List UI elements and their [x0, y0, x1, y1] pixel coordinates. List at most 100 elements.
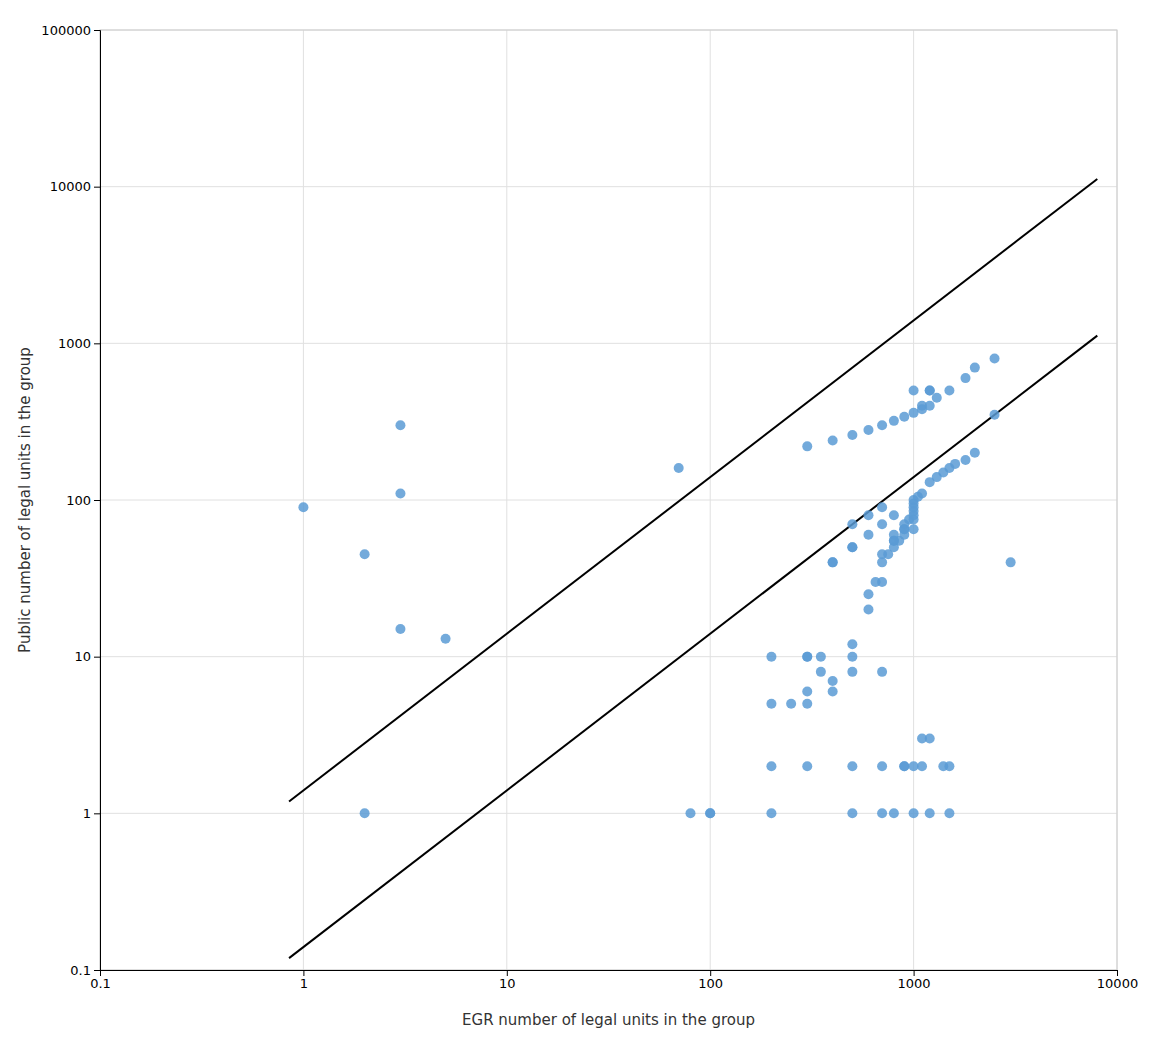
point: [889, 510, 899, 520]
x-axis-title: EGR number of legal units in the group: [462, 1011, 755, 1029]
point: [705, 808, 715, 818]
axis-line: [94, 31, 101, 971]
point: [877, 808, 887, 818]
reference-line: [289, 336, 1097, 959]
point: [863, 605, 873, 615]
tick-mark: [94, 970, 100, 971]
y-axis-title: Public number of legal units in the grou…: [16, 347, 34, 653]
point: [950, 459, 960, 469]
plot-area: 0.1 1 10 100 1000 10000 0.1 1 10 100 1000 10000 1000…: [41, 23, 1138, 992]
tick-label: 100: [66, 493, 91, 508]
point: [899, 530, 909, 540]
point: [961, 373, 971, 383]
tick-mark: [94, 187, 100, 188]
point: [802, 699, 812, 709]
point: [990, 354, 1000, 364]
point: [766, 808, 776, 818]
point: [944, 761, 954, 771]
point: [909, 385, 919, 395]
tick-label: 100: [698, 976, 723, 991]
tick: 100000: [41, 23, 100, 38]
tick-mark: [914, 970, 915, 976]
point: [360, 808, 370, 818]
point: [786, 699, 796, 709]
point: [925, 401, 935, 411]
x-axis: 0.1 1 10 100 1000 10000: [90, 970, 1138, 991]
point: [847, 652, 857, 662]
point: [909, 524, 919, 534]
point: [766, 652, 776, 662]
tick-mark: [507, 970, 508, 976]
point: [944, 385, 954, 395]
point: [899, 412, 909, 422]
point: [828, 686, 838, 696]
point: [802, 652, 812, 662]
chart: 0.1 1 10 100 1000 10000 0.1 1 10 100 1000 10000 1000…: [0, 0, 1157, 1050]
point: [802, 441, 812, 451]
point: [828, 676, 838, 686]
y-axis: 0.1 1 10 100 1000 10000 100000: [41, 23, 100, 978]
grid-line: [100, 343, 1117, 344]
marks: [289, 179, 1097, 958]
point: [925, 734, 935, 744]
point: [802, 652, 812, 662]
point: [917, 489, 927, 499]
point: [889, 416, 899, 426]
point: [847, 667, 857, 677]
point: [863, 510, 873, 520]
point: [877, 667, 887, 677]
tick-mark: [94, 500, 100, 501]
point: [932, 393, 942, 403]
plot-frame: [100, 30, 1117, 970]
point: [863, 589, 873, 599]
point: [847, 639, 857, 649]
tick-label: 10000: [50, 179, 91, 194]
point: [877, 577, 887, 587]
point: [877, 761, 887, 771]
tick-mark: [303, 970, 304, 976]
point: [816, 652, 826, 662]
point: [889, 808, 899, 818]
tick-mark: [94, 813, 100, 814]
grid-line: [100, 500, 1117, 501]
point: [1006, 557, 1016, 567]
point: [766, 699, 776, 709]
tick-label: 10: [499, 976, 516, 991]
point: [917, 761, 927, 771]
grid: [100, 30, 1117, 970]
tick-label: 0.1: [90, 976, 111, 991]
tick: 10000: [1097, 970, 1138, 991]
tick-label: 1000: [898, 976, 931, 991]
point: [847, 542, 857, 552]
tick-label: 1: [83, 806, 91, 821]
tick-label: 10: [74, 649, 91, 664]
point: [802, 761, 812, 771]
point: [961, 455, 971, 465]
point: [395, 489, 405, 499]
point: [441, 634, 451, 644]
point: [970, 363, 980, 373]
point: [889, 536, 899, 546]
tick: 1: [300, 970, 308, 991]
tick: 1000: [898, 970, 931, 991]
axis-line: [101, 971, 1118, 977]
point: [685, 808, 695, 818]
point: [990, 410, 1000, 420]
tick-label: 1000: [58, 336, 91, 351]
tick-mark: [94, 343, 100, 344]
tick-label: 10000: [1097, 976, 1138, 991]
tick-label: 1: [300, 976, 308, 991]
point: [705, 808, 715, 818]
point: [899, 761, 909, 771]
point: [674, 463, 684, 473]
tick-mark: [710, 970, 711, 976]
tick-label: 0.1: [70, 963, 91, 978]
tick-mark: [94, 30, 100, 31]
point: [847, 761, 857, 771]
point: [828, 557, 838, 567]
point: [847, 430, 857, 440]
point: [877, 420, 887, 430]
tick: 1: [83, 806, 100, 821]
point: [395, 624, 405, 634]
point: [816, 667, 826, 677]
